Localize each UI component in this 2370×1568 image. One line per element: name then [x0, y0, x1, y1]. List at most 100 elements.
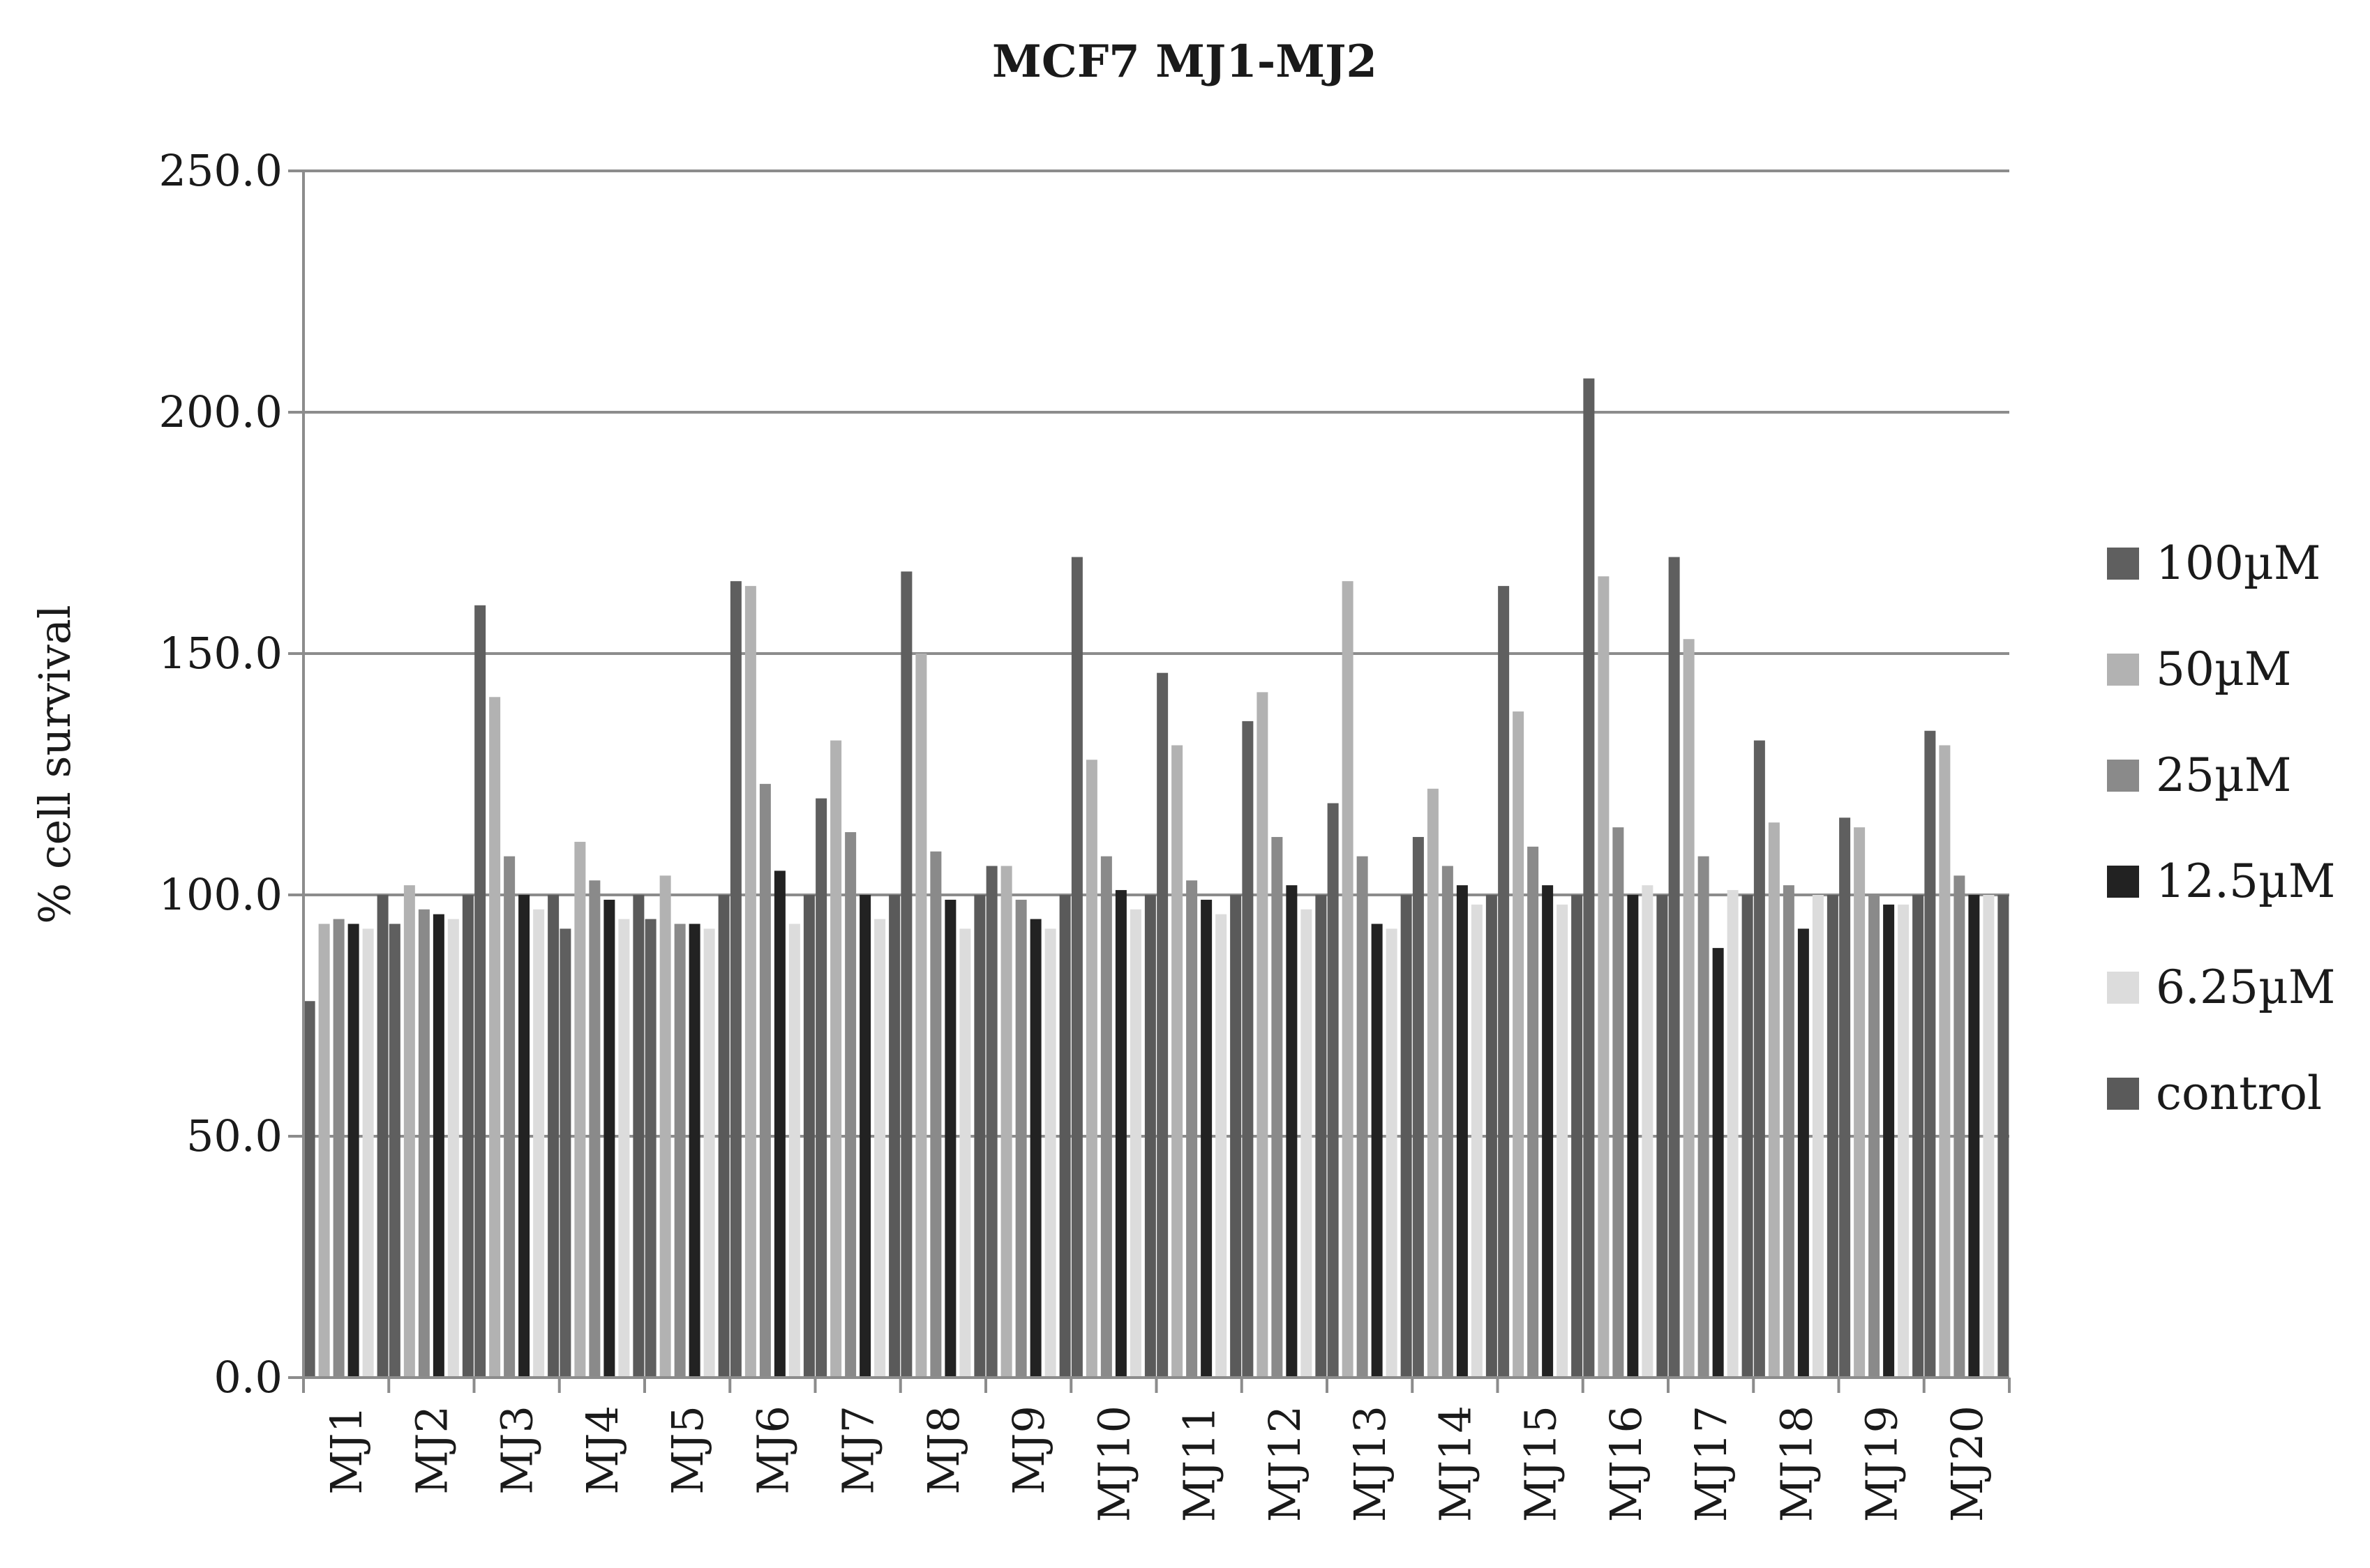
bar-mj19-series-2: [1854, 827, 1866, 1378]
bar-mj13-series-2: [1342, 581, 1353, 1378]
x-tick-label: MJ2: [406, 1405, 457, 1495]
bar-mj17-series-3: [1697, 856, 1709, 1378]
x-tick-label: MJ1: [321, 1405, 372, 1495]
bar-mj2-series-2: [403, 885, 415, 1378]
x-tick-label: MJ17: [1686, 1405, 1737, 1522]
bar-mj20-series-2: [1939, 745, 1951, 1378]
bar-mj12-series-1: [1242, 721, 1254, 1378]
y-tick-label: 0.0: [213, 1352, 283, 1403]
legend-label: 25µM: [2156, 748, 2291, 802]
bar-mj12-series-4: [1286, 885, 1298, 1378]
bar-mj1-series-6: [377, 895, 389, 1378]
bar-mj6-series-3: [759, 783, 771, 1378]
x-tick-label: MJ3: [492, 1405, 543, 1495]
y-tick-label: 150.0: [159, 628, 283, 679]
bar-mj16-series-2: [1598, 576, 1610, 1378]
legend-label: 12.5µM: [2156, 854, 2335, 908]
bar-mj11-series-4: [1201, 899, 1213, 1378]
bar-mj19-series-3: [1868, 895, 1880, 1378]
bar-mj8-series-1: [901, 571, 913, 1378]
bar-mj3-series-4: [518, 895, 530, 1378]
bar-mj1-series-3: [333, 919, 345, 1378]
y-axis-label: % cell survival: [29, 605, 80, 924]
bar-mj1-series-1: [303, 1001, 315, 1378]
bar-mj12-series-3: [1271, 836, 1283, 1378]
y-tick-label: 100.0: [159, 869, 283, 920]
legend-swatch: [2107, 866, 2139, 898]
bar-mj9-series-6: [1059, 895, 1071, 1378]
bar-mj18-series-2: [1768, 822, 1780, 1378]
x-tick-label: MJ11: [1174, 1405, 1225, 1522]
bar-mj8-series-3: [930, 851, 942, 1378]
bar-mj17-series-5: [1727, 890, 1739, 1378]
bar-mj11-series-6: [1230, 895, 1242, 1378]
bar-mj9-series-3: [1015, 899, 1027, 1378]
legend-label: 6.25µM: [2156, 960, 2335, 1014]
bar-mj12-series-5: [1300, 909, 1312, 1378]
bar-mj16-series-5: [1642, 885, 1653, 1378]
bar-mj15-series-2: [1513, 711, 1524, 1378]
x-tick-label: MJ4: [577, 1405, 628, 1495]
bar-mj14-series-6: [1485, 895, 1497, 1378]
bar-mj5-series-5: [703, 928, 715, 1378]
legend-label: 50µM: [2156, 642, 2291, 696]
bars: [303, 378, 2009, 1378]
bar-mj17-series-6: [1741, 895, 1753, 1378]
gridlines: [288, 169, 2009, 1379]
bar-mj14-series-1: [1412, 836, 1424, 1378]
axes: [302, 171, 2011, 1393]
x-tick-label: MJ13: [1344, 1405, 1395, 1522]
bar-mj16-series-1: [1583, 378, 1595, 1378]
x-tick-label: MJ5: [662, 1405, 713, 1495]
bar-mj13-series-6: [1400, 895, 1412, 1378]
bar-mj8-series-5: [959, 928, 971, 1378]
chart-title: MCF7 MJ1-MJ2: [992, 36, 1377, 88]
y-tick-label: 50.0: [186, 1110, 283, 1161]
x-tick-labels: MJ1 MJ2 MJ3 MJ4 MJ5 MJ6 MJ7 MJ8 MJ9 MJ10 MJ11 MJ12 M…: [321, 1405, 1993, 1522]
bar-mj7-series-4: [860, 895, 871, 1378]
bar-mj14-series-2: [1427, 788, 1439, 1378]
bar-mj10-series-5: [1130, 909, 1141, 1378]
bar-mj17-series-1: [1668, 557, 1680, 1378]
bar-mj11-series-5: [1215, 914, 1227, 1378]
bar-mj5-series-2: [659, 875, 671, 1378]
bar-mj17-series-2: [1683, 639, 1695, 1378]
bar-mj18-series-1: [1753, 740, 1765, 1378]
bar-mj9-series-4: [1030, 919, 1042, 1378]
bar-mj5-series-3: [674, 924, 686, 1378]
bar-mj15-series-3: [1527, 846, 1539, 1378]
bar-mj4-series-2: [574, 841, 586, 1378]
bar-mj9-series-1: [986, 866, 998, 1378]
bar-mj6-series-4: [774, 870, 786, 1378]
bar-mj13-series-1: [1327, 803, 1339, 1378]
legend-swatch: [2107, 760, 2139, 792]
bar-mj7-series-1: [816, 798, 827, 1378]
bar-mj10-series-6: [1144, 895, 1156, 1378]
bar-mj20-series-6: [1997, 895, 2009, 1378]
legend-swatch: [2107, 1078, 2139, 1110]
bar-mj7-series-6: [889, 895, 901, 1378]
bar-mj20-series-1: [1924, 730, 1936, 1378]
bar-mj10-series-3: [1100, 856, 1112, 1378]
bar-mj19-series-4: [1883, 904, 1895, 1378]
bar-mj2-series-5: [447, 919, 459, 1378]
y-tick-labels: 0.0 50.0 100.0 150.0 200.0 250.0: [159, 145, 283, 1403]
bar-mj11-series-2: [1171, 745, 1183, 1378]
x-tick-label: MJ8: [918, 1405, 969, 1495]
bar-mj1-series-2: [318, 924, 330, 1378]
bar-mj18-series-6: [1827, 895, 1838, 1378]
legend-swatch: [2107, 654, 2139, 686]
legend-swatch: [2107, 548, 2139, 580]
x-tick-label: MJ18: [1771, 1405, 1822, 1522]
legend: 100µM 50µM 25µM 12.5µM 6.25µM control: [2107, 536, 2335, 1120]
bar-mj19-series-5: [1898, 904, 1910, 1378]
bar-mj7-series-5: [874, 919, 886, 1378]
bar-mj10-series-1: [1071, 557, 1083, 1378]
bar-mj19-series-6: [1912, 895, 1924, 1378]
bar-mj16-series-3: [1612, 827, 1624, 1378]
bar-mj4-series-1: [560, 928, 571, 1378]
bar-mj10-series-2: [1086, 760, 1097, 1378]
x-tick-label: MJ14: [1430, 1405, 1480, 1522]
bar-mj20-series-3: [1953, 875, 1965, 1378]
